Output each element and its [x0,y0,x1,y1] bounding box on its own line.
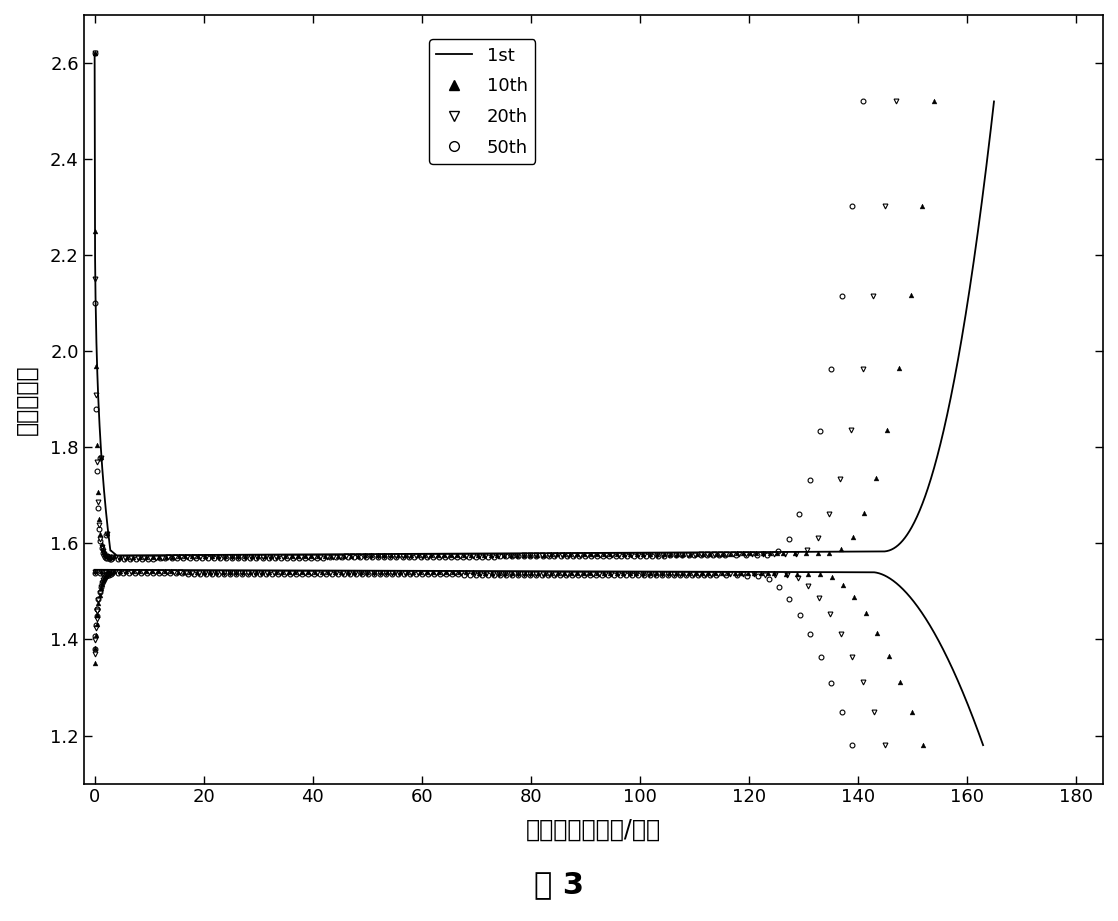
Legend: 1st, 10th, 20th, 50th: 1st, 10th, 20th, 50th [429,40,536,164]
Y-axis label: 电压（伏）: 电压（伏） [15,364,39,435]
Text: 图 3: 图 3 [534,870,584,900]
X-axis label: 比容量（毫安时/克）: 比容量（毫安时/克） [525,818,661,842]
